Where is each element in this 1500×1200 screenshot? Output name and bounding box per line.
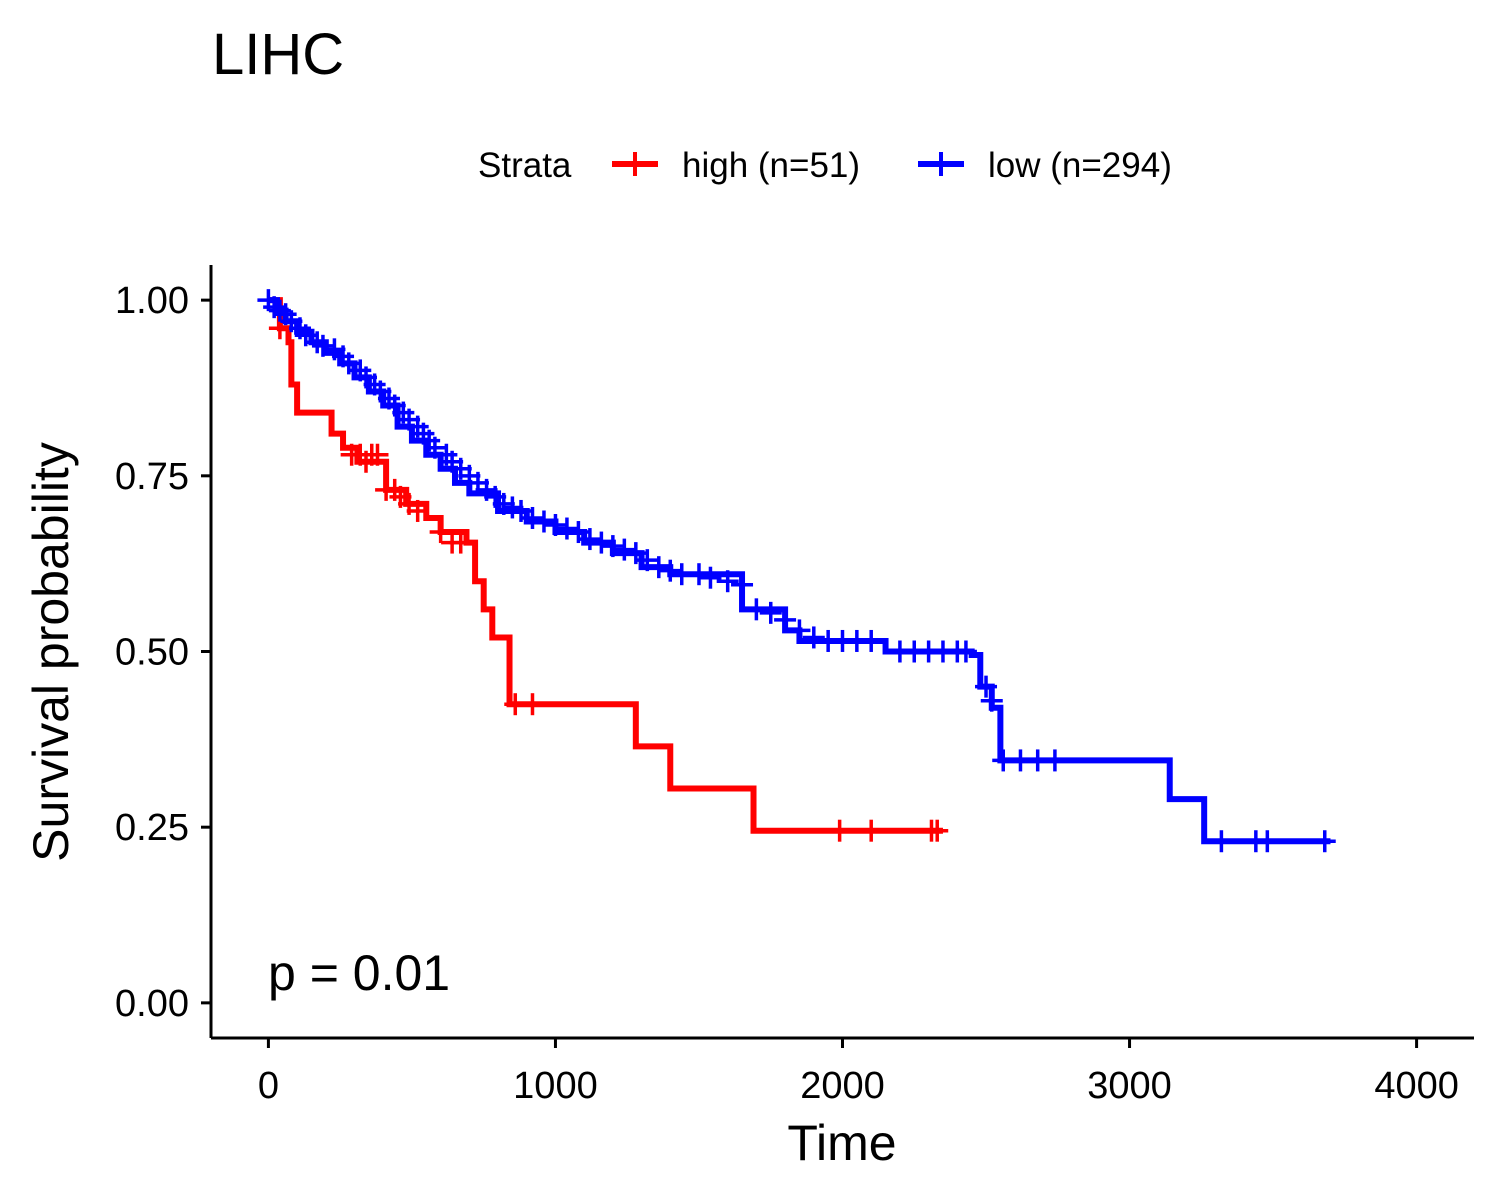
censor-mark — [954, 640, 977, 663]
censor-mark — [510, 499, 533, 522]
plot-area — [257, 289, 1336, 853]
censor-mark — [975, 675, 998, 698]
survival-curve-low — [268, 297, 1331, 845]
censor-mark — [774, 608, 797, 631]
y-tick-label: 0.50 — [115, 632, 189, 674]
censor-mark — [567, 521, 590, 544]
x-tick-label: 2000 — [800, 1065, 885, 1107]
y-tick-label: 1.00 — [115, 280, 189, 322]
y-axis-label: Survival probability — [23, 442, 79, 862]
legend-title: Strata — [478, 146, 572, 185]
censor-mark — [521, 693, 544, 716]
censor-mark — [980, 689, 1003, 712]
censor-mark — [716, 570, 739, 593]
censor-mark — [613, 538, 636, 561]
censor-mark — [659, 559, 682, 582]
censor-mark — [647, 556, 670, 579]
censor-mark — [578, 528, 601, 551]
chart-title: LIHC — [212, 22, 344, 87]
censor-mark — [601, 535, 624, 558]
censor-mark — [555, 517, 578, 540]
censor-mark — [449, 531, 472, 554]
censor-mark — [759, 601, 782, 624]
x-tick-label: 1000 — [513, 1065, 598, 1107]
censor-mark — [860, 629, 883, 652]
y-tick-label: 0.25 — [115, 807, 189, 849]
censor-mark — [624, 542, 647, 565]
axes: 0 1000 2000 3000 4000 0.00 0.25 0.50 0.75 1.00 — [115, 265, 1474, 1107]
censor-mark — [1256, 830, 1279, 853]
legend-key — [918, 152, 964, 176]
censor-mark — [699, 566, 722, 589]
censor-mark — [590, 531, 613, 554]
censor-mark — [406, 499, 429, 522]
censor-mark — [1210, 830, 1233, 853]
censor-mark — [828, 819, 851, 842]
censor-mark — [311, 334, 334, 357]
censor-mark — [366, 443, 389, 466]
censor-mark — [745, 598, 768, 621]
censor-mark — [1043, 749, 1066, 772]
legend-item-low: low (n=294) — [918, 146, 1172, 185]
x-tick-label: 3000 — [1087, 1065, 1172, 1107]
censor-mark — [294, 324, 317, 347]
censor-mark — [636, 549, 659, 572]
legend-item-high: high (n=51) — [612, 146, 860, 185]
legend-label: high (n=51) — [682, 146, 860, 185]
censor-mark — [337, 352, 360, 375]
censor-mark — [544, 514, 567, 537]
x-tick-label: 0 — [258, 1065, 279, 1107]
censor-mark — [687, 563, 710, 586]
censor-mark — [1313, 830, 1336, 853]
censor-mark — [532, 510, 555, 533]
legend: Strata high (n=51) low (n=294) — [478, 146, 1172, 185]
x-tick-label: 4000 — [1374, 1065, 1459, 1107]
p-value-annotation: p = 0.01 — [268, 945, 450, 1001]
legend-label: low (n=294) — [988, 146, 1172, 185]
censor-mark — [860, 819, 883, 842]
censor-mark — [788, 619, 811, 642]
x-axis-label: Time — [787, 1115, 896, 1171]
censor-mark — [521, 506, 544, 529]
y-tick-label: 0.00 — [115, 983, 189, 1025]
legend-key — [612, 152, 658, 176]
censor-mark — [731, 573, 754, 596]
censor-mark — [802, 626, 825, 649]
censor-mark — [429, 521, 452, 544]
y-tick-label: 0.75 — [115, 456, 189, 498]
censor-mark — [926, 819, 949, 842]
censor-mark — [423, 436, 446, 459]
